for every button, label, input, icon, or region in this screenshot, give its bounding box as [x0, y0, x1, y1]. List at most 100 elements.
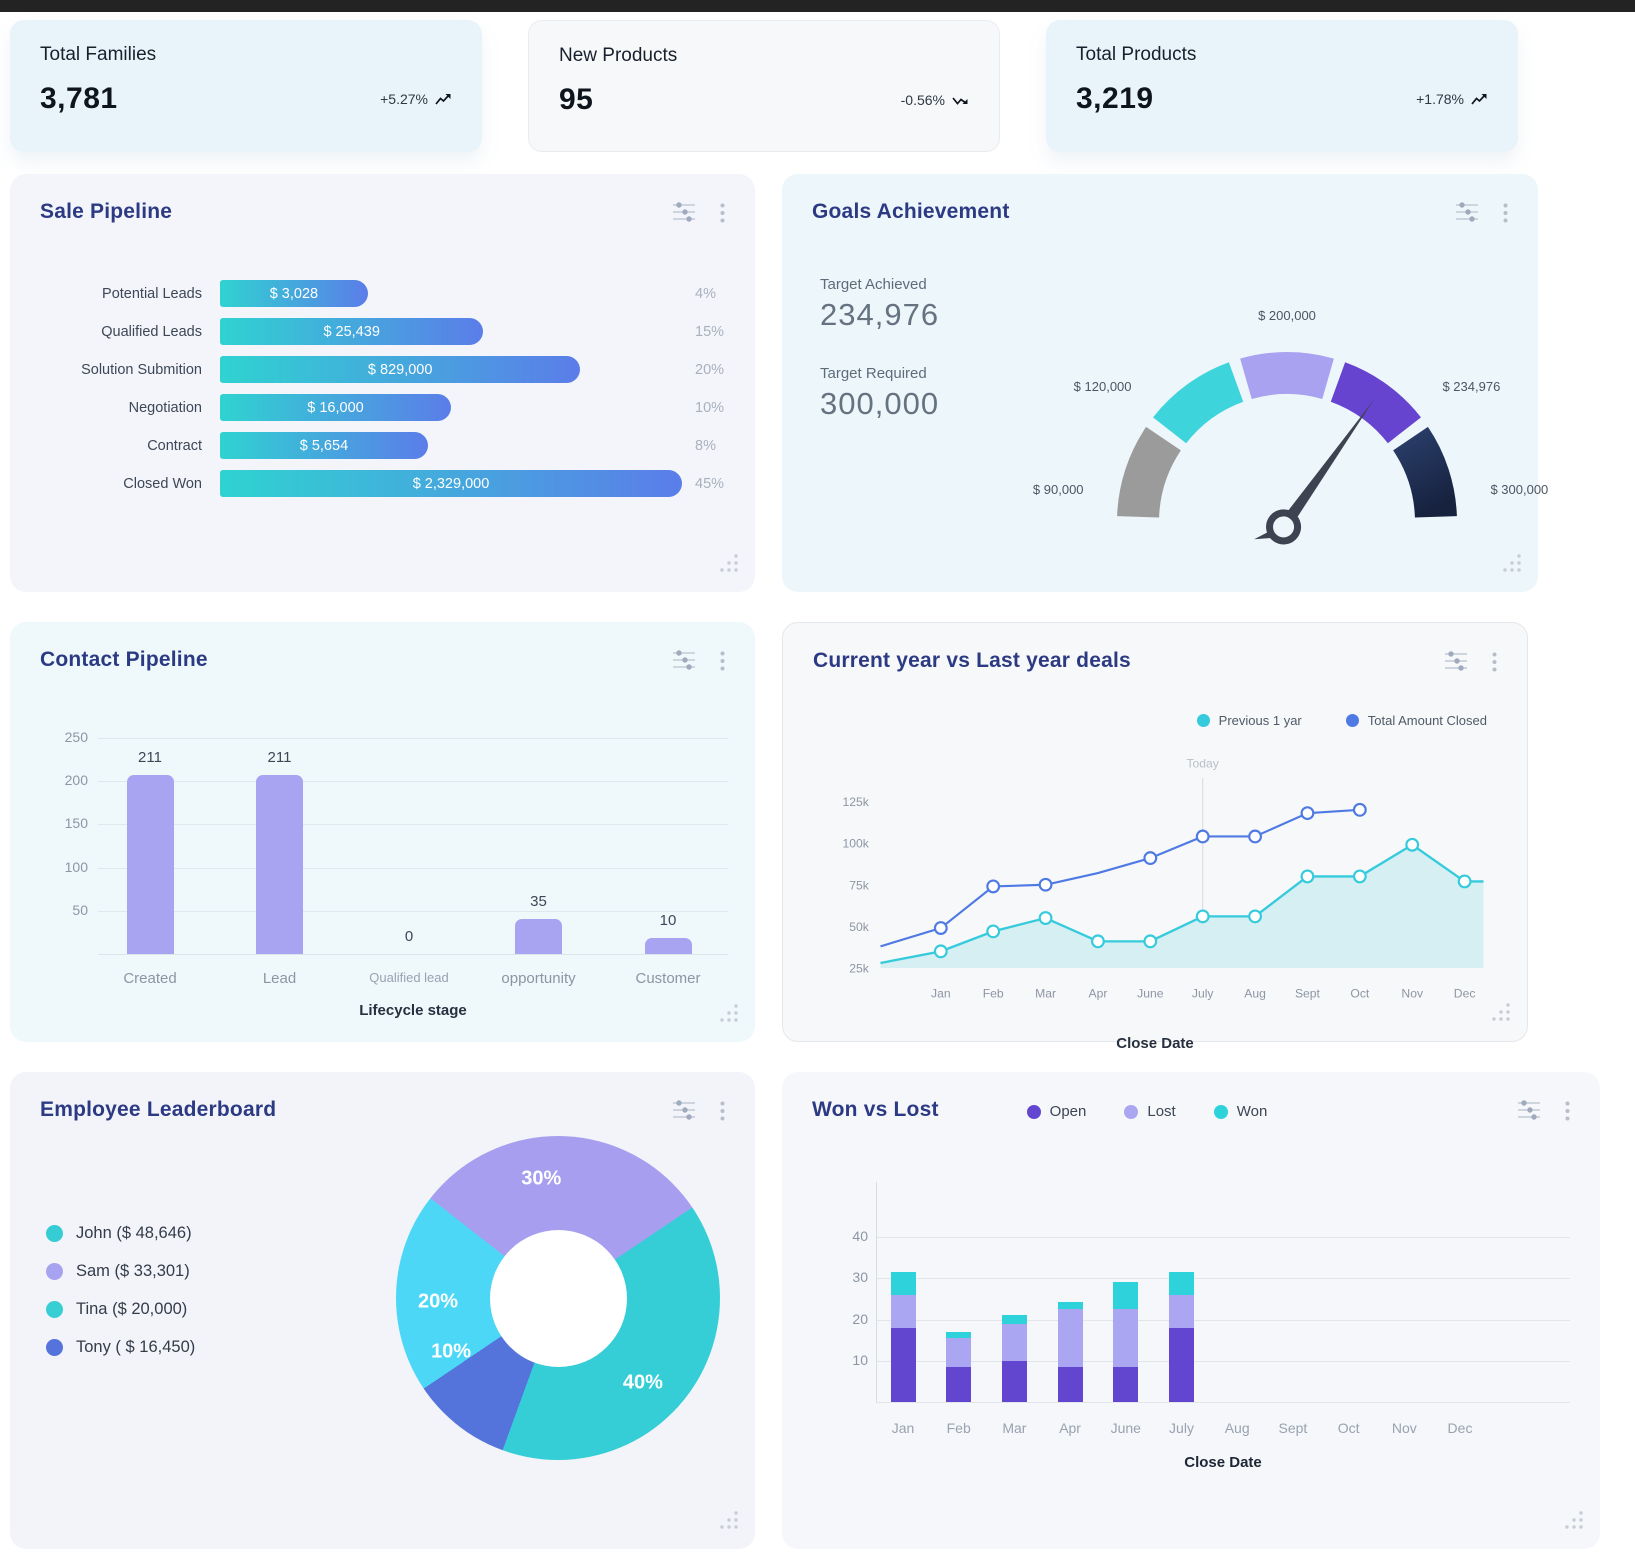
- gauge-tick-label: $ 90,000: [1033, 482, 1084, 497]
- resize-grip[interactable]: [719, 1510, 739, 1535]
- data-point: [1143, 934, 1158, 949]
- legend-dot: [1026, 1104, 1041, 1119]
- funnel-bar-value: $ 25,439: [323, 323, 380, 340]
- filter-sliders-icon[interactable]: [1444, 651, 1468, 673]
- bar: [126, 775, 174, 954]
- bar-value-label: 211: [267, 749, 292, 767]
- deals-line-chart: 25k 50k 75k 100k 125k Jan Feb Mar Apr June July Aug…: [813, 728, 1497, 1033]
- data-point: [1405, 837, 1420, 852]
- filter-sliders-icon[interactable]: [1455, 202, 1479, 224]
- gridline: [876, 1319, 1570, 1321]
- funnel-pct-label: 20%: [695, 361, 725, 378]
- funnel-bar: $ 16,000: [220, 394, 451, 421]
- bar: [256, 775, 303, 954]
- gridline: [98, 824, 728, 826]
- stacked-bar: [1169, 1272, 1194, 1402]
- filter-sliders-icon[interactable]: [672, 1100, 696, 1122]
- bar-segment-lost: [1169, 1294, 1194, 1328]
- x-tick-label: Apr: [1059, 1420, 1081, 1436]
- filter-sliders-icon[interactable]: [672, 650, 696, 672]
- data-point: [1248, 909, 1263, 924]
- bar-segment-won: [890, 1272, 916, 1295]
- resize-grip[interactable]: [1491, 1002, 1511, 1027]
- series-line-total-closed: [880, 808, 1360, 948]
- kebab-menu-icon[interactable]: [1503, 203, 1508, 223]
- bar-segment-lost: [890, 1294, 916, 1328]
- target-required-value: 300,000: [820, 386, 940, 421]
- funnel-bar-value: $ 2,329,000: [412, 475, 490, 492]
- x-tick-label: Feb: [946, 1420, 971, 1436]
- funnel-bar-track: $ 25,439: [220, 318, 682, 345]
- bar-segment-won: [1113, 1282, 1139, 1310]
- legend-item: Open: [1026, 1103, 1086, 1120]
- funnel-bar-value: $ 5,654: [299, 437, 349, 454]
- line-chart-svg: 25k 50k 75k 100k 125k Jan Feb Mar Apr June July Aug…: [842, 756, 1484, 1001]
- gauge-tick-label: $ 120,000: [1074, 379, 1132, 394]
- kebab-menu-icon[interactable]: [1565, 1101, 1570, 1121]
- kpi-value: 3,781: [40, 82, 118, 115]
- x-tick-label: Sept: [1278, 1420, 1308, 1436]
- x-tick-label: Jan: [891, 1420, 915, 1436]
- funnel-bar-track: $ 829,000: [220, 356, 682, 383]
- data-point: [1195, 829, 1210, 844]
- chart-legend: Previous 1 yar Total Amount Closed: [813, 713, 1497, 728]
- filter-sliders-icon[interactable]: [1517, 1100, 1541, 1122]
- kebab-menu-icon[interactable]: [1492, 652, 1497, 672]
- bar: [515, 918, 562, 954]
- kebab-menu-icon[interactable]: [720, 651, 725, 671]
- kebab-menu-icon[interactable]: [720, 203, 725, 223]
- funnel-stage-label: Solution Submition: [81, 361, 202, 378]
- kpi-cards-row: Total Families 3,781 +5.27% New Products…: [10, 20, 1625, 152]
- kpi-card-total-products: Total Products 3,219 +1.78%: [1046, 20, 1518, 152]
- funnel-stage-label: Qualified Leads: [101, 323, 202, 340]
- filter-sliders-icon[interactable]: [672, 202, 696, 224]
- resize-grip[interactable]: [1564, 1510, 1584, 1535]
- x-tick-label: Jan: [931, 987, 951, 1001]
- funnel-bar-track: $ 5,654: [220, 432, 682, 459]
- panel-title: Won vs Lost: [812, 1098, 939, 1121]
- x-tick-label: June: [1110, 1420, 1141, 1436]
- funnel-pct-label: 8%: [695, 437, 716, 454]
- y-tick-label: 20: [852, 1310, 868, 1327]
- slice-percent-label: 40%: [622, 1371, 663, 1394]
- gauge-tick-label: $ 200,000: [1258, 308, 1316, 323]
- legend-dot: [46, 1339, 63, 1356]
- kpi-trend: +1.78%: [1416, 91, 1488, 107]
- legend-item: Total Amount Closed: [1345, 713, 1487, 728]
- bar-value-label: 10: [659, 911, 677, 929]
- y-axis-line: [876, 1182, 877, 1402]
- x-axis-line: [876, 1402, 1570, 1403]
- resize-grip[interactable]: [1502, 553, 1522, 578]
- gauge-chart: $ 90,000 $ 120,000 $ 200,000 $ 234,976 $ 300…: [1017, 230, 1557, 571]
- gridline: [98, 738, 728, 739]
- slice-percent-label: 10%: [431, 1340, 472, 1363]
- x-tick-label: Dec: [1454, 987, 1476, 1001]
- goals-achievement-panel: Goals Achievement Target Achieved 234,97…: [782, 174, 1548, 592]
- x-tick-label: Feb: [983, 987, 1004, 1001]
- resize-grip[interactable]: [719, 553, 739, 578]
- bar-segment-open: [1169, 1327, 1194, 1402]
- kpi-card-total-families: Total Families 3,781 +5.27%: [10, 20, 482, 152]
- kpi-trend: -0.56%: [901, 92, 969, 108]
- resize-grip[interactable]: [719, 1003, 739, 1028]
- data-point: [986, 924, 1001, 939]
- kebab-menu-icon[interactable]: [720, 1101, 725, 1121]
- deals-comparison-panel: Current year vs Last year deals Previous…: [782, 622, 1528, 1052]
- x-tick-label: July: [1169, 1420, 1194, 1436]
- window-top-edge: [0, 0, 1635, 12]
- x-tick-label: Mar: [1002, 1420, 1027, 1436]
- stacked-bar: [1113, 1282, 1139, 1402]
- legend-item: John ($ 48,646): [46, 1224, 195, 1243]
- x-axis-title: Close Date: [1184, 1454, 1262, 1471]
- bar-segment-open: [1113, 1366, 1139, 1402]
- sale-pipeline-panel: Sale Pipeline Potential Leads $ 3,028 4% Qu…: [10, 174, 755, 592]
- funnel-bar: $ 5,654: [220, 432, 428, 459]
- legend-item: Tina ($ 20,000): [46, 1300, 195, 1319]
- bar-value-label: 0: [404, 928, 414, 945]
- funnel-bar-value: $ 16,000: [307, 399, 364, 416]
- funnel-bar: $ 25,439: [220, 318, 484, 345]
- x-tick-label: Customer: [635, 970, 701, 987]
- gauge-tick-label: $ 300,000: [1490, 482, 1548, 497]
- x-tick-label: Oct: [1337, 1420, 1360, 1436]
- funnel-stage-label: Potential Leads: [102, 285, 202, 302]
